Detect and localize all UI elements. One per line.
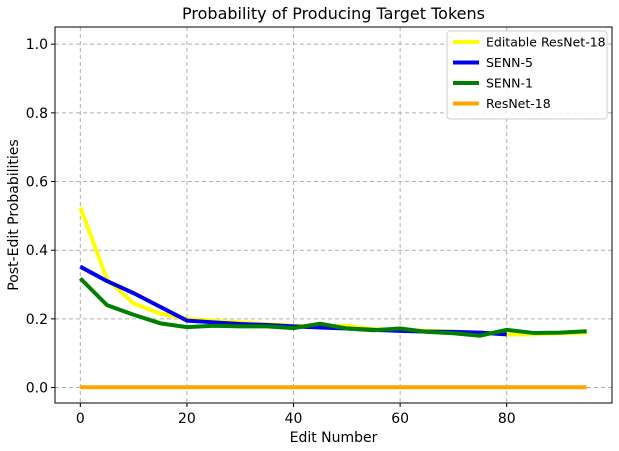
legend-label: Editable ResNet-18	[486, 35, 606, 50]
x-tick-label: 80	[498, 411, 516, 427]
x-axis-label: Edit Number	[290, 430, 378, 446]
axis-ticks: 0 20 40 60 80 0.0 0.2 0.4 0.6 0.8 1.0	[26, 37, 516, 427]
y-axis-label: Post-Edit Probabilities	[6, 139, 22, 290]
plot-frame	[54, 26, 613, 404]
x-tick-label: 20	[178, 411, 196, 427]
y-tick-label: 1.0	[26, 37, 48, 53]
x-tick-label: 0	[76, 411, 85, 427]
legend: Editable ResNet-18 SENN-5 SENN-1 ResNet-18	[446, 30, 608, 120]
series-line-senn-1	[78, 276, 587, 338]
legend-label: SENN-1	[486, 76, 533, 91]
legend-label: ResNet-18	[486, 96, 551, 111]
x-tick-label: 40	[285, 411, 303, 427]
y-tick-label: 0.4	[26, 243, 48, 259]
y-tick-label: 0.0	[26, 381, 48, 397]
series-lines	[78, 206, 587, 390]
y-tick-label: 0.8	[26, 106, 48, 122]
y-tick-label: 0.2	[26, 312, 48, 328]
legend-items: Editable ResNet-18 SENN-5 SENN-1 ResNet-18	[453, 35, 606, 111]
legend-label: SENN-5	[486, 55, 533, 70]
y-tick-label: 0.6	[26, 175, 48, 191]
legend-box	[446, 30, 608, 120]
x-tick-label: 60	[391, 411, 409, 427]
chart-title: Probability of Producing Target Tokens	[182, 4, 485, 23]
